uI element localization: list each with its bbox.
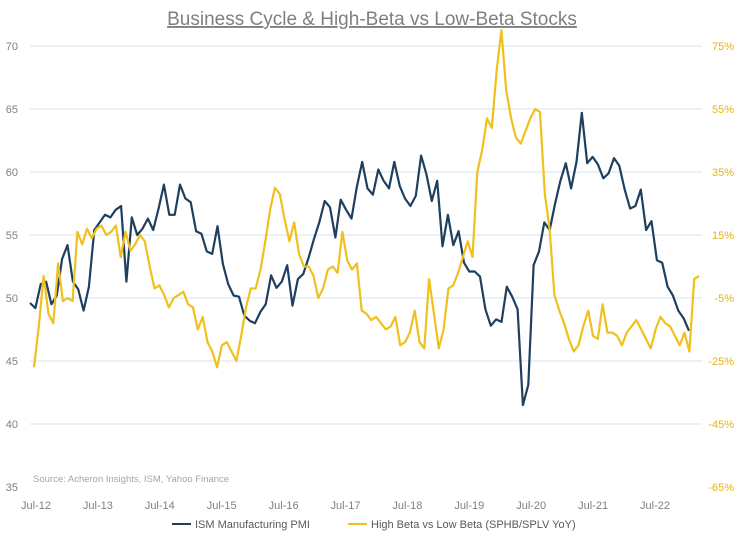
left-axis: 35 40 45 50 55 60 65 70 [6, 41, 18, 494]
right-axis: -65% -45% -25% -5% 15% 35% 55% 75% [708, 41, 734, 494]
x-tick-label: Jul-15 [207, 500, 237, 512]
left-tick-label: 70 [6, 41, 18, 53]
x-tick-label: Jul-17 [331, 500, 361, 512]
x-tick-label: Jul-16 [269, 500, 299, 512]
legend: ISM Manufacturing PMI High Beta vs Low B… [172, 519, 576, 531]
left-tick-label: 45 [6, 356, 18, 368]
legend-label-ism: ISM Manufacturing PMI [195, 519, 310, 531]
left-tick-label: 65 [6, 104, 18, 116]
left-tick-label: 50 [6, 293, 18, 305]
x-tick-label: Jul-19 [454, 500, 484, 512]
x-tick-label: Jul-12 [21, 500, 51, 512]
x-tick-label: Jul-20 [516, 500, 546, 512]
gridlines [30, 45, 702, 425]
series-line-ism [29, 111, 691, 407]
right-tick-label: 75% [712, 41, 734, 53]
series-line-beta [32, 29, 700, 369]
right-tick-label: 55% [712, 104, 734, 116]
right-tick-label: -45% [708, 419, 734, 431]
right-tick-label: 15% [712, 230, 734, 242]
x-axis: Jul-12 Jul-13 Jul-14 Jul-15 Jul-16 Jul-17 Jul-… [21, 500, 670, 512]
right-tick-label: 35% [712, 167, 734, 179]
right-tick-label: -65% [708, 482, 734, 494]
x-tick-label: Jul-22 [640, 500, 670, 512]
x-tick-label: Jul-13 [83, 500, 113, 512]
x-tick-label: Jul-18 [392, 500, 422, 512]
x-tick-label: Jul-21 [578, 500, 608, 512]
source-note: Source: Acheron Insights, ISM, Yahoo Fin… [33, 474, 229, 485]
right-tick-label: -25% [708, 356, 734, 368]
legend-label-beta: High Beta vs Low Beta (SPHB/SPLV YoY) [371, 519, 576, 531]
series-lines [29, 29, 700, 407]
right-tick-label: -5% [714, 293, 734, 305]
left-tick-label: 40 [6, 419, 18, 431]
chart-title: Business Cycle & High-Beta vs Low-Beta S… [167, 9, 577, 30]
left-tick-label: 55 [6, 230, 18, 242]
left-tick-label: 60 [6, 167, 18, 179]
x-tick-label: Jul-14 [145, 500, 175, 512]
left-tick-label: 35 [6, 482, 18, 494]
